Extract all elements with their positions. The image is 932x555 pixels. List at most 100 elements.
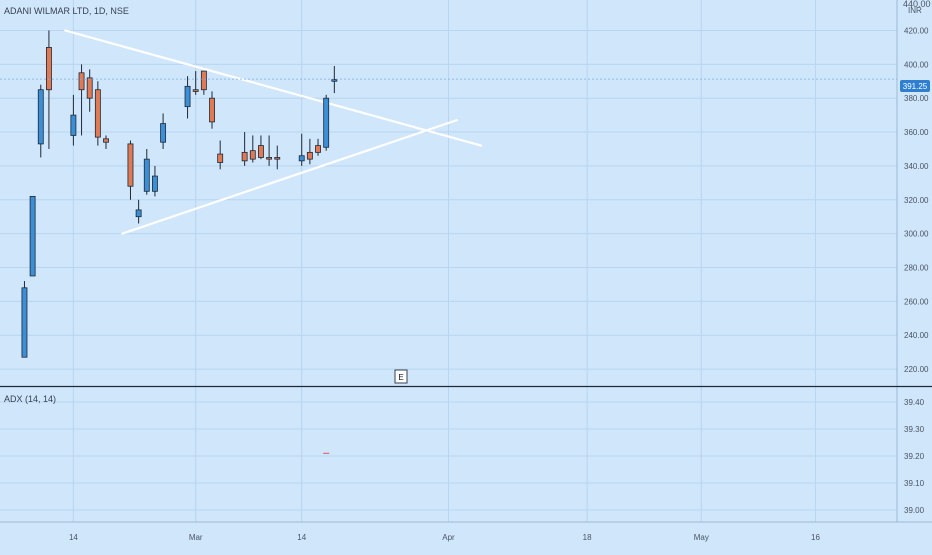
candle-body[interactable] xyxy=(274,157,281,160)
candle-body[interactable] xyxy=(315,145,321,153)
adx-tick-label: 39.40 xyxy=(904,398,925,407)
candle-body[interactable] xyxy=(29,195,36,277)
candle-body[interactable] xyxy=(160,123,167,143)
candle-body[interactable] xyxy=(94,89,101,138)
trendline-upper xyxy=(64,29,483,147)
candle[interactable] xyxy=(45,30,52,149)
candle[interactable] xyxy=(217,140,224,170)
price-axis[interactable]: 420.00 400.00 380.00 360.00 340.00 320.00 300.… xyxy=(0,0,929,522)
price-tick-label: 280.00 xyxy=(904,263,929,272)
price-tick-label: 360.00 xyxy=(904,128,929,137)
top-price-tick-label: 440.00 xyxy=(903,0,931,9)
candle[interactable] xyxy=(266,135,273,166)
candle-body[interactable] xyxy=(258,145,264,158)
candle-body[interactable] xyxy=(127,143,134,187)
time-tick-label: 16 xyxy=(811,533,820,542)
price-tick-label: 420.00 xyxy=(904,26,929,35)
candle-body[interactable] xyxy=(103,138,109,143)
candle[interactable] xyxy=(127,140,134,200)
candle-body[interactable] xyxy=(209,97,215,123)
adx-pane[interactable]: 39.40 39.30 39.20 39.10 39.00 xyxy=(0,385,932,516)
candle-body[interactable] xyxy=(135,209,142,218)
candle[interactable] xyxy=(37,84,44,158)
price-tick-label: 220.00 xyxy=(904,365,929,374)
symbol-label: ADANI WILMAR LTD, 1D, NSE xyxy=(4,6,129,16)
trendlines xyxy=(64,29,483,235)
earnings-marker[interactable] xyxy=(394,369,408,384)
time-tick-label: 14 xyxy=(69,533,78,542)
candle[interactable] xyxy=(323,94,330,151)
price-tick-label: 400.00 xyxy=(904,60,929,69)
candle[interactable] xyxy=(241,132,248,166)
adx-tick-label: 39.00 xyxy=(904,506,925,515)
candle[interactable] xyxy=(331,66,338,94)
candle[interactable] xyxy=(306,138,313,165)
candle-body[interactable] xyxy=(21,287,28,358)
last-price-label-box xyxy=(900,80,930,92)
candle-body[interactable] xyxy=(143,158,150,192)
adx-tick-label: 39.30 xyxy=(904,425,925,434)
candle-body[interactable] xyxy=(331,79,338,82)
candle-body[interactable] xyxy=(306,151,313,160)
candle[interactable] xyxy=(152,165,158,197)
price-tick-label: 240.00 xyxy=(904,331,929,340)
candle-body[interactable] xyxy=(78,72,85,91)
adx-tick-label: 39.10 xyxy=(904,479,925,488)
time-axis[interactable]: 14 Mar 14 Apr 18 May 16 xyxy=(0,521,932,542)
price-tick-label: 300.00 xyxy=(904,230,929,239)
candle-body[interactable] xyxy=(298,155,305,162)
candle[interactable] xyxy=(29,195,36,277)
grid xyxy=(0,0,897,522)
candle[interactable] xyxy=(192,71,199,95)
earnings-marker-label: E xyxy=(398,373,403,382)
time-tick-label: 14 xyxy=(297,533,306,542)
candle[interactable] xyxy=(86,69,93,112)
candle[interactable] xyxy=(209,91,215,129)
candle[interactable] xyxy=(70,94,77,146)
candle[interactable] xyxy=(21,281,28,358)
candle[interactable] xyxy=(78,64,85,136)
adx-label: ADX (14, 14) xyxy=(4,394,56,404)
price-tick-label: 320.00 xyxy=(904,196,929,205)
candle-body[interactable] xyxy=(323,97,330,148)
time-tick-label: Apr xyxy=(442,533,455,542)
price-tick-label: 260.00 xyxy=(904,297,929,306)
candle[interactable] xyxy=(200,70,207,95)
trendline-lower xyxy=(121,119,458,235)
candle[interactable] xyxy=(94,81,101,146)
candle[interactable] xyxy=(258,135,264,160)
price-tick-label: 340.00 xyxy=(904,162,929,171)
candle[interactable] xyxy=(249,135,256,163)
candle-body[interactable] xyxy=(70,114,77,136)
time-tick-label: 18 xyxy=(583,533,592,542)
last-price-label: 391.25 xyxy=(903,82,928,91)
candle-body[interactable] xyxy=(192,89,199,92)
candles[interactable] xyxy=(21,30,338,358)
candle[interactable] xyxy=(135,199,142,224)
candle-body[interactable] xyxy=(266,157,273,160)
time-tick-label: May xyxy=(694,533,709,542)
candle-body[interactable] xyxy=(249,150,256,160)
candle-body[interactable] xyxy=(152,175,158,192)
candle[interactable] xyxy=(298,133,305,166)
price-tick-label: 380.00 xyxy=(904,94,929,103)
candle-body[interactable] xyxy=(37,89,44,145)
candle[interactable] xyxy=(315,138,321,156)
time-tick-label: Mar xyxy=(189,533,203,542)
candle[interactable] xyxy=(184,76,191,119)
candle[interactable] xyxy=(160,113,167,149)
candle-body[interactable] xyxy=(184,85,191,108)
candle[interactable] xyxy=(274,145,281,170)
adx-tick-label: 39.20 xyxy=(904,452,925,461)
candle-body[interactable] xyxy=(45,47,52,91)
candle-body[interactable] xyxy=(241,151,248,162)
currency-label: INR xyxy=(908,6,922,15)
candle-body[interactable] xyxy=(217,153,224,163)
candle-body[interactable] xyxy=(86,77,93,99)
candle[interactable] xyxy=(143,148,150,195)
candle-body[interactable] xyxy=(200,70,207,91)
candle[interactable] xyxy=(103,135,109,149)
